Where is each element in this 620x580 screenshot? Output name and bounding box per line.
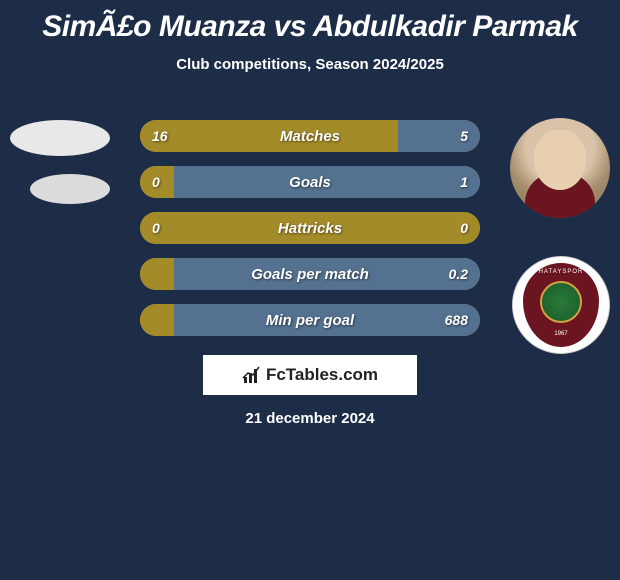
page-title: SimÃ£o Muanza vs Abdulkadir Parmak (0, 0, 620, 44)
stat-bar-right (174, 258, 480, 290)
stat-row: Hattricks00 (140, 212, 480, 244)
stat-row: Min per goal688 (140, 304, 480, 336)
fctables-watermark: FcTables.com (203, 355, 417, 395)
stat-value-left: 16 (152, 120, 168, 152)
badge-emblem (540, 281, 582, 323)
stat-bar-left (140, 120, 398, 152)
player-left-club-placeholder (30, 174, 110, 204)
bar-chart-icon (242, 365, 262, 385)
stat-row: Goals per match0.2 (140, 258, 480, 290)
comparison-bars: Matches165Goals01Hattricks00Goals per ma… (140, 120, 480, 350)
page-subtitle: Club competitions, Season 2024/2025 (0, 56, 620, 73)
stat-bar-right (174, 304, 480, 336)
stat-value-right: 5 (460, 120, 468, 152)
stat-bar-right (174, 166, 480, 198)
badge-year: 1967 (554, 331, 567, 337)
stat-value-right: 1 (460, 166, 468, 198)
stat-row: Goals01 (140, 166, 480, 198)
stat-value-right: 0.2 (449, 258, 468, 290)
player-left-avatar-placeholder (10, 120, 110, 156)
stat-bar-left (140, 304, 174, 336)
stat-row: Matches165 (140, 120, 480, 152)
stat-value-left: 0 (152, 212, 160, 244)
player-right-avatar (510, 118, 610, 218)
player-right-club-badge: HATAYSPOR 1967 (512, 256, 610, 354)
stat-bar-left (140, 212, 480, 244)
badge-club-name: HATAYSPOR (539, 269, 584, 275)
stat-value-right: 688 (445, 304, 468, 336)
fctables-label: FcTables.com (266, 365, 378, 385)
date-label: 21 december 2024 (0, 410, 620, 427)
stat-value-left: 0 (152, 166, 160, 198)
stat-value-right: 0 (460, 212, 468, 244)
stat-bar-left (140, 258, 174, 290)
